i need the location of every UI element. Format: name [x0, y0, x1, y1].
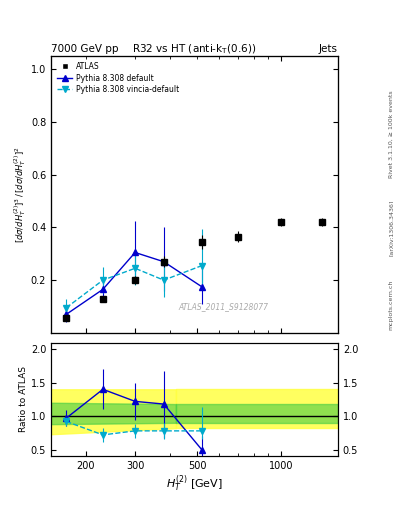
X-axis label: $H_T^{(2)}$ [GeV]: $H_T^{(2)}$ [GeV]	[166, 473, 223, 494]
Text: ATLAS_2011_S9128077: ATLAS_2011_S9128077	[178, 302, 268, 311]
Y-axis label: $[d\sigma/dH_T^{(2)}]^3\,/\,[d\sigma/dH_T^{(2)}]^2$: $[d\sigma/dH_T^{(2)}]^3\,/\,[d\sigma/dH_…	[13, 146, 28, 243]
Text: mcplots.cern.ch: mcplots.cern.ch	[389, 280, 393, 330]
Text: Rivet 3.1.10, ≥ 100k events: Rivet 3.1.10, ≥ 100k events	[389, 90, 393, 178]
Text: [arXiv:1306.3436]: [arXiv:1306.3436]	[389, 200, 393, 256]
Title: R32 vs HT (anti-k$_\mathregular{T}$(0.6)): R32 vs HT (anti-k$_\mathregular{T}$(0.6)…	[132, 42, 257, 56]
Y-axis label: Ratio to ATLAS: Ratio to ATLAS	[19, 367, 28, 432]
Text: Jets: Jets	[319, 44, 338, 54]
Legend: ATLAS, Pythia 8.308 default, Pythia 8.308 vincia-default: ATLAS, Pythia 8.308 default, Pythia 8.30…	[55, 60, 182, 96]
Text: 7000 GeV pp: 7000 GeV pp	[51, 44, 119, 54]
